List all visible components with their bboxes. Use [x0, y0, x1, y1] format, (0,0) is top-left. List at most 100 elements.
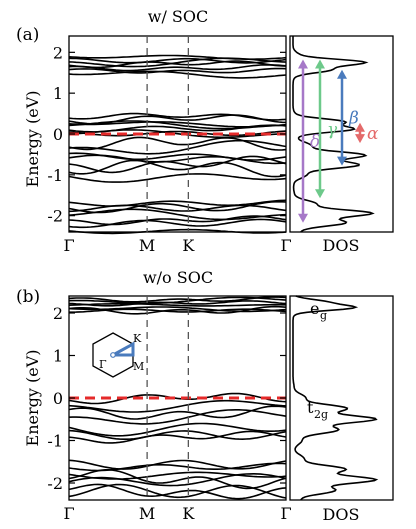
t2g-text: t	[307, 398, 314, 417]
arrow-label-0: δ	[310, 132, 320, 152]
band-t2g-6	[68, 392, 287, 405]
arrow-head-top-2	[337, 69, 347, 79]
band-O-p-5	[68, 200, 287, 214]
xtick-label-0: Γ	[63, 236, 74, 255]
panel-b-ylabel: Energy (eV)	[23, 350, 42, 447]
band-t2g-lower-0	[68, 173, 287, 183]
band-e_g-2	[68, 306, 287, 313]
band-e_g-1	[68, 67, 287, 74]
band-O-p-2	[68, 472, 287, 487]
brillouin-zone-inset: K Γ M	[92, 332, 144, 378]
band-e_g-5	[68, 296, 287, 305]
eg-sub: g	[320, 309, 327, 322]
bz-m-label: M	[133, 360, 144, 373]
ytick-label--1: -1	[47, 432, 63, 451]
band-t2g-lower-6	[68, 136, 287, 151]
arrow-head-bottom-1	[315, 189, 325, 199]
panel-a-dos-label: DOS	[323, 236, 360, 255]
band-e_g-6	[68, 296, 287, 303]
xtick-label-3: Γ	[280, 504, 291, 523]
bz-gamma-point	[110, 352, 116, 358]
band-e_g-2	[68, 63, 287, 72]
panel-a-title: w/ SOC	[148, 7, 209, 26]
ytick-label--2: -2	[47, 474, 63, 493]
band-t2g-2	[68, 422, 287, 437]
band-e_g-6	[68, 54, 287, 60]
band-O-p-6	[68, 459, 287, 470]
band-t2g-lower-5	[68, 139, 287, 155]
panel-b-title: w/o SOC	[143, 268, 213, 287]
dos-curve	[292, 295, 379, 501]
arrow-head-top-3	[355, 122, 365, 132]
band-O-p-0	[68, 228, 287, 235]
bz-path	[112, 341, 135, 357]
band-O-p-0	[68, 483, 287, 499]
dos-frame	[289, 35, 394, 233]
band-t2g-upper-6	[68, 112, 287, 121]
band-t2g-lower-1	[68, 159, 287, 178]
band-t2g-lower-2	[68, 155, 287, 174]
band-O-p-1	[68, 218, 287, 229]
arrow-head-bottom-0	[298, 213, 308, 223]
dos-frame	[289, 295, 394, 501]
band-O-p-6	[68, 199, 287, 207]
band-O-p-2	[68, 215, 287, 226]
band-O-p-4	[68, 471, 287, 480]
ytick-label--2: -2	[47, 207, 63, 226]
band-e_g-3	[68, 302, 286, 307]
band-O-p-5	[68, 462, 287, 472]
arrow-head-top-0	[298, 59, 308, 69]
xtick-label-2: K	[182, 236, 195, 255]
bz-gamma-label: Γ	[99, 358, 107, 371]
panel-b-axes: -2 -1 0 1 2 Γ M K Γ	[47, 295, 394, 523]
ytick-label--1: -1	[47, 166, 63, 185]
arrow-label-1: γ	[327, 120, 338, 140]
eg-annotation: e g	[310, 299, 327, 322]
xtick-label-3: Γ	[280, 236, 291, 255]
xtick-label-1: M	[139, 236, 155, 255]
arrow-head-bottom-3	[355, 134, 365, 144]
band-t2g-4	[68, 405, 287, 420]
panel-a-ylabel: Energy (eV)	[23, 91, 42, 188]
ytick-label-2: 2	[53, 43, 63, 62]
xtick-label-1: M	[139, 504, 155, 523]
panel-b-label: (b)	[16, 287, 40, 307]
t2g-annotation: t 2g	[307, 398, 328, 421]
arrow-head-top-1	[315, 59, 325, 69]
panel-a-axes: -2 -1 0 1 2 Γ M K Γ	[47, 35, 394, 255]
band-t2g-upper-4	[68, 121, 287, 128]
arrow-head-bottom-2	[337, 156, 347, 166]
band-t2g-upper-5	[68, 114, 287, 125]
panel-b-dos-label: DOS	[323, 505, 360, 524]
panel-a-bands	[68, 54, 287, 235]
band-t2g-1	[68, 429, 287, 441]
bz-k-label: K	[133, 332, 142, 345]
panel-a-label: (a)	[16, 25, 39, 45]
ytick-label-2: 2	[53, 304, 63, 323]
band-t2g-5	[68, 399, 287, 413]
arrow-label-3: α	[367, 124, 379, 144]
band-t2g-0	[68, 430, 287, 444]
arrow-label-2: β	[348, 109, 359, 129]
band-e_g-4	[68, 300, 287, 307]
eg-text: e	[310, 299, 319, 318]
xtick-label-0: Γ	[63, 504, 74, 523]
ytick-label-1: 1	[53, 84, 63, 103]
band-t2g-lower-4	[68, 152, 287, 161]
band-e_g-1	[68, 305, 287, 315]
ytick-label-0: 0	[53, 389, 63, 408]
band-O-p-1	[68, 483, 287, 500]
panel-b-dos	[292, 295, 379, 501]
band-e_g-5	[68, 57, 287, 64]
band-O-p-3	[68, 208, 287, 221]
ytick-label-0: 0	[53, 125, 63, 144]
xtick-label-2: K	[182, 504, 195, 523]
band-e_g-3	[68, 60, 287, 69]
t2g-sub: 2g	[314, 408, 328, 421]
band-e_g-0	[68, 70, 287, 79]
ytick-label-1: 1	[53, 347, 63, 366]
